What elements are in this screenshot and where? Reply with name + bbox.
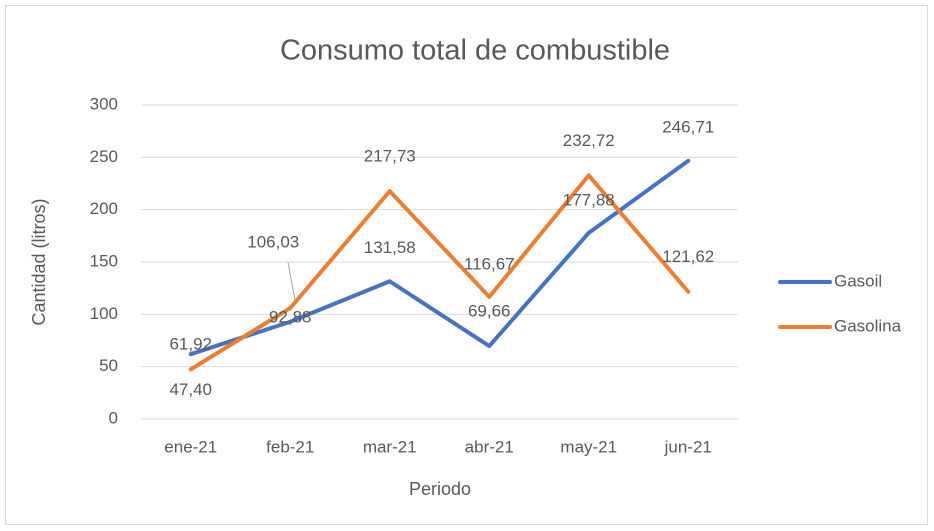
data-label: 131,58 (364, 238, 416, 257)
line-series (188, 173, 691, 372)
y-tick-label: 150 (90, 251, 118, 270)
y-tick-label: 200 (90, 199, 118, 218)
data-label: 116,67 (464, 254, 515, 273)
legend-label: Gasolina (834, 316, 902, 335)
data-label: 47,40 (169, 380, 212, 399)
x-tick-label: abr-21 (465, 437, 514, 456)
y-tick-label: 100 (90, 304, 118, 323)
x-tick-label: may-21 (560, 437, 617, 456)
data-label: 61,92 (169, 335, 212, 354)
data-label: 106,03 (247, 233, 299, 252)
y-tick-label: 300 (90, 94, 118, 113)
data-label: 217,73 (364, 147, 416, 166)
y-axis-title: Cantidad (litros) (29, 198, 49, 325)
x-axis-title: Periodo (409, 479, 471, 499)
x-tick-label: feb-21 (266, 437, 314, 456)
y-tick-label: 0 (109, 408, 118, 427)
y-tick-label: 250 (90, 147, 118, 166)
x-tick-label: ene-21 (164, 437, 217, 456)
data-label: 92,88 (269, 307, 312, 326)
data-label: 121,62 (662, 247, 714, 266)
data-label: 246,71 (662, 117, 714, 136)
data-label: 232,72 (563, 131, 615, 150)
x-tick-label: jun-21 (664, 437, 712, 456)
data-label: 69,66 (468, 302, 511, 321)
line-series (188, 158, 691, 357)
chart-title: Consumo total de combustible (280, 35, 670, 67)
y-tick-label: 50 (99, 356, 118, 375)
leader-line (287, 261, 296, 301)
x-tick-label: mar-21 (363, 437, 417, 456)
legend-label: Gasoil (834, 271, 882, 290)
data-label: 177,88 (563, 190, 615, 209)
chart-border (5, 5, 928, 525)
